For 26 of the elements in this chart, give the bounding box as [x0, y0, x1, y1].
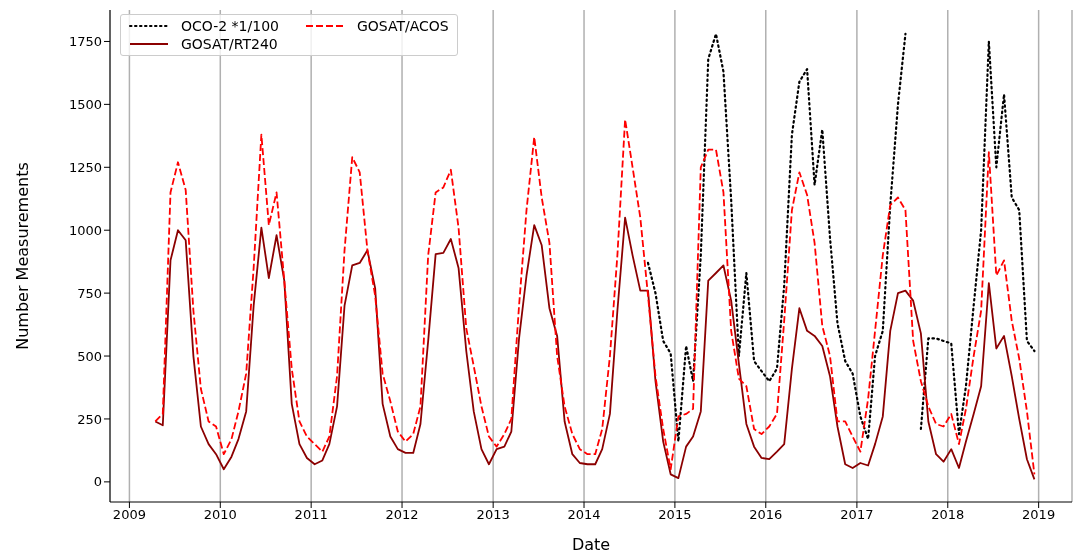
- y-tick-label: 250: [77, 411, 102, 427]
- line-series: [154, 216, 1036, 481]
- y-tick-label: 500: [77, 348, 102, 364]
- y-axis-title: Number Measurements: [12, 162, 32, 350]
- legend-label: GOSAT/ACOS: [356, 18, 449, 34]
- x-tick-label: 2012: [385, 507, 419, 523]
- x-tick-label: 2016: [749, 507, 783, 523]
- x-axis-title: Date: [571, 535, 611, 554]
- y-tick-label: 1250: [68, 159, 102, 175]
- y-tick-label: 1500: [68, 96, 102, 112]
- y-tick-label: 1000: [68, 222, 102, 238]
- y-tick-label: 1750: [68, 34, 102, 50]
- legend-label: GOSAT/RT240: [181, 36, 278, 52]
- x-tick-label: 2011: [294, 507, 328, 523]
- x-tick-label: 2018: [931, 507, 965, 523]
- x-tick-label: 2015: [658, 507, 692, 523]
- x-tick-label: 2014: [567, 507, 601, 523]
- x-tick-label: 2019: [1022, 507, 1056, 523]
- y-tick-label: 0: [93, 474, 102, 490]
- line-series: [154, 118, 1036, 476]
- x-tick-label: 2010: [203, 507, 237, 523]
- legend-label: OCO-2 *1/100: [181, 18, 279, 34]
- y-tick-label: 750: [77, 285, 102, 301]
- x-tick-label: 2017: [840, 507, 874, 523]
- x-tick-label: 2013: [476, 507, 510, 523]
- x-tick-label: 2009: [112, 507, 146, 523]
